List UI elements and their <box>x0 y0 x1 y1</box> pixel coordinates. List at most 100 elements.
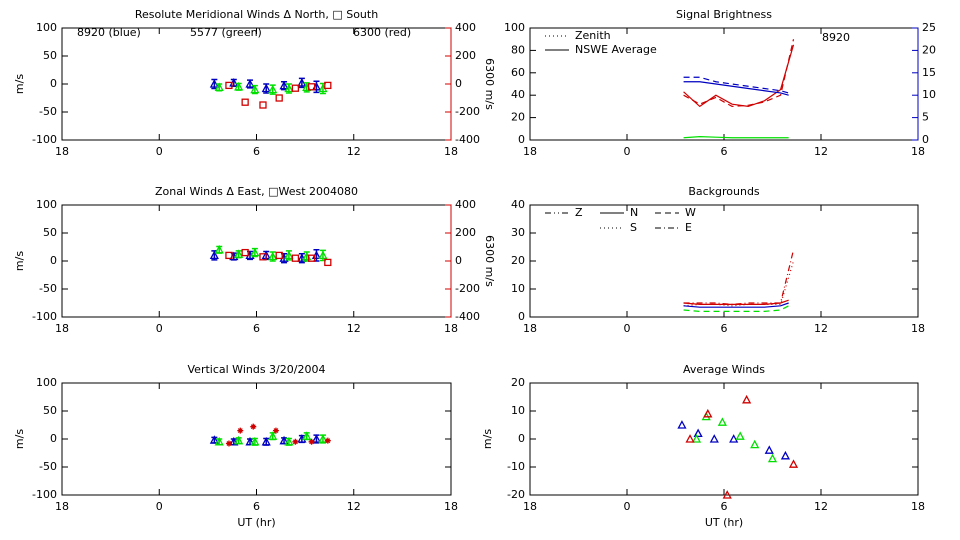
marker <box>292 438 299 445</box>
y-tick-label: 0 <box>50 432 57 445</box>
x-tick-label: 18 <box>55 145 69 158</box>
marker <box>693 428 703 438</box>
marker <box>209 435 219 444</box>
x-tick-label: 0 <box>624 500 631 513</box>
y-tick-label: 100 <box>36 376 57 389</box>
marker <box>284 83 294 93</box>
marker <box>268 251 278 261</box>
y-tick-label: 100 <box>36 198 57 211</box>
y-tick-label: 0 <box>518 133 525 146</box>
y2-tick-label: 0 <box>455 77 462 90</box>
x-tick-label: 0 <box>624 145 631 158</box>
marker <box>250 436 260 446</box>
y-tick-label: 50 <box>43 226 57 239</box>
y-tick-label: 10 <box>511 282 525 295</box>
y2-tick-label: 400 <box>455 21 476 34</box>
marker <box>764 445 774 454</box>
x-tick-label: 0 <box>156 500 163 513</box>
marker <box>307 83 316 91</box>
marker <box>245 79 255 88</box>
x-axis-label: UT (hr) <box>237 516 275 529</box>
y-axis-label: m/s <box>481 429 494 449</box>
x-tick-label: 6 <box>721 145 728 158</box>
legend-label: S <box>630 221 637 234</box>
x-tick-label: 0 <box>624 322 631 335</box>
y2-tick-label: -200 <box>455 282 480 295</box>
y-tick-label: -20 <box>507 488 525 501</box>
marker <box>691 434 702 443</box>
annotation: 8920 (blue) <box>77 26 141 39</box>
x-tick-label: 0 <box>156 322 163 335</box>
x-tick-label: 12 <box>814 145 828 158</box>
series-line <box>683 76 789 94</box>
plot-frame <box>529 382 919 496</box>
annotation: 5577 (green) <box>190 26 262 39</box>
legend-label: NSWE Average <box>575 43 657 56</box>
marker <box>268 431 278 440</box>
marker <box>241 248 249 257</box>
x-tick-label: 18 <box>523 500 537 513</box>
marker <box>241 98 249 106</box>
y-tick-label: 0 <box>50 77 57 90</box>
x-tick-label: 18 <box>911 322 925 335</box>
x-tick-label: 6 <box>721 500 728 513</box>
x-tick-label: 18 <box>444 145 458 158</box>
y-tick-label: 60 <box>511 66 525 79</box>
panel-title: Vertical Winds 3/20/2004 <box>188 363 326 376</box>
marker <box>729 434 739 443</box>
marker <box>234 435 244 445</box>
marker <box>767 453 778 463</box>
x-tick-label: 18 <box>523 145 537 158</box>
y-tick-label: 30 <box>511 226 525 239</box>
legend-label: Zenith <box>575 29 611 42</box>
x-tick-label: 18 <box>444 322 458 335</box>
marker <box>291 84 300 92</box>
y2-tick-label: 0 <box>455 254 462 267</box>
panel: Vertical Winds 3/20/2004 m/s UT (hr) 18 0 6 12… <box>13 363 458 529</box>
y-tick-label: -50 <box>39 105 57 118</box>
marker <box>234 81 244 91</box>
annotation: 6300 (red) <box>353 26 411 39</box>
marker <box>214 82 224 92</box>
y-tick-label: 40 <box>511 198 525 211</box>
series-line <box>683 305 789 312</box>
marker <box>780 450 791 460</box>
marker <box>245 436 255 446</box>
panel-title: Resolute Meridional Winds Δ North, □ Sou… <box>135 8 378 21</box>
marker <box>250 247 260 257</box>
y-tick-label: -100 <box>32 488 57 501</box>
y-tick-label: 80 <box>511 43 525 56</box>
marker <box>318 434 328 443</box>
marker <box>225 440 232 447</box>
y2-tick-label: 10 <box>922 88 936 101</box>
series-line <box>683 136 789 139</box>
y-axis-label: m/s <box>13 74 26 94</box>
marker <box>291 254 300 262</box>
legend-label: E <box>685 221 692 234</box>
y2-tick-label: 200 <box>455 49 476 62</box>
y-tick-label: 0 <box>50 254 57 267</box>
x-axis-label: UT (hr) <box>705 516 743 529</box>
y-tick-label: 0 <box>518 310 525 323</box>
y2-tick-label: -400 <box>455 133 480 146</box>
marker <box>225 81 233 90</box>
series-line <box>683 302 789 308</box>
y-tick-label: 10 <box>511 404 525 417</box>
y-tick-label: 20 <box>511 254 525 267</box>
y2-tick-label: 200 <box>455 226 476 239</box>
marker <box>275 251 283 260</box>
y-tick-label: 20 <box>511 111 525 124</box>
series-line <box>683 299 789 305</box>
x-tick-label: 12 <box>347 145 361 158</box>
marker <box>261 83 271 93</box>
series-line <box>683 81 789 96</box>
marker <box>229 436 239 446</box>
y-tick-label: 40 <box>511 88 525 101</box>
legend-label: W <box>685 206 696 219</box>
legend-label: Z <box>575 206 583 219</box>
marker <box>685 434 695 443</box>
marker <box>788 459 799 468</box>
y2-axis-label: 6300 m/s <box>483 235 496 287</box>
